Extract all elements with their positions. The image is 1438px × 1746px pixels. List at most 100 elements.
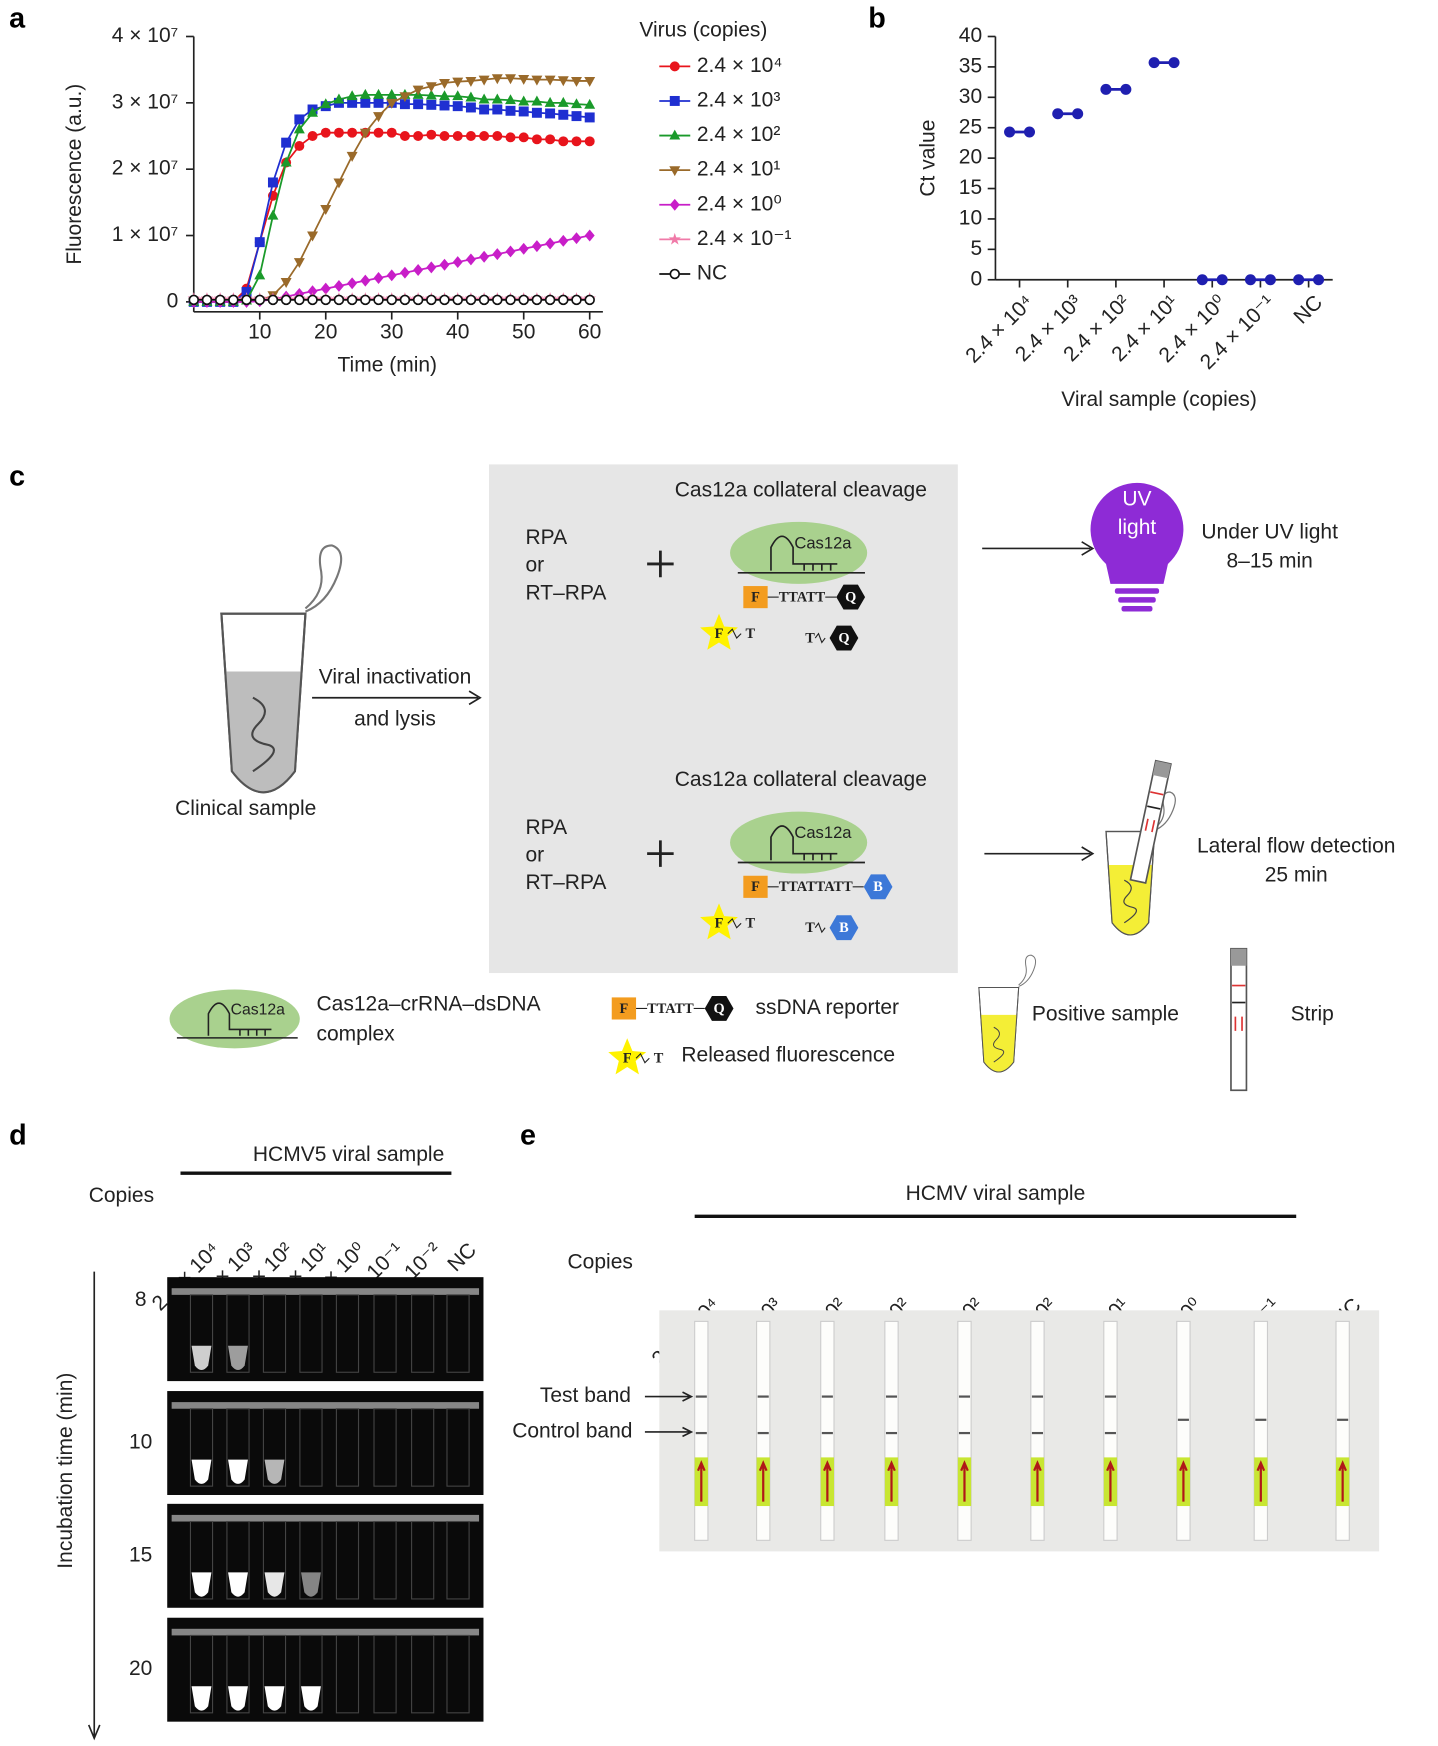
gel-tube (411, 1408, 435, 1487)
y-tick-label: 30 (959, 85, 982, 108)
glyph: TTATT (647, 1001, 694, 1017)
marker (307, 106, 319, 117)
marker (320, 282, 331, 295)
y-axis-label: Ct value (917, 120, 940, 197)
glyph: T (746, 916, 756, 932)
released-fluorophore (700, 903, 738, 940)
strip (1176, 1320, 1191, 1541)
x-tick-label: 20 (314, 320, 337, 343)
cas12a-label: Cas12a (794, 533, 852, 552)
legend-label: 2.4 × 10⁰ (697, 192, 782, 215)
band (1150, 791, 1164, 796)
gel-tube (446, 1634, 470, 1714)
strip (1103, 1320, 1118, 1541)
strip (1230, 947, 1248, 1092)
crrna (770, 535, 838, 571)
marker (386, 294, 397, 306)
marker (518, 294, 529, 306)
glyph: T (805, 630, 815, 646)
label: Incubation time (min) (54, 1373, 77, 1569)
pad-arrow (887, 1460, 896, 1502)
tube-cap (1018, 954, 1037, 987)
label: Copies (568, 1250, 633, 1273)
marker (293, 123, 305, 134)
tube-rims (171, 1628, 480, 1636)
dot (1244, 274, 1257, 286)
tube-body (1105, 830, 1156, 936)
dot (1148, 57, 1160, 69)
glow (264, 1686, 285, 1711)
marker (241, 286, 252, 297)
label: Viral inactivation (319, 665, 472, 688)
marker (465, 131, 476, 141)
strip-top (1230, 948, 1247, 966)
label: Positive sample (1032, 1003, 1179, 1026)
gel-tube (189, 1634, 214, 1714)
glyph: F (623, 1051, 632, 1067)
gel-tube (335, 1408, 360, 1487)
label: light (1118, 516, 1157, 539)
glow (264, 1572, 285, 1597)
label: Control band (512, 1420, 632, 1443)
marker (491, 93, 503, 104)
label: Cas12a collateral cleavage (675, 479, 927, 502)
marker (544, 96, 556, 107)
gel-tube (262, 1408, 287, 1487)
glyph: TTATT (779, 590, 826, 606)
gel-tube (299, 1294, 323, 1373)
marker (386, 269, 397, 282)
gel-tube (262, 1520, 287, 1600)
pad-arrow (758, 1460, 768, 1502)
marker (413, 131, 424, 141)
marker (465, 253, 476, 266)
marker (478, 93, 490, 104)
marker (531, 107, 542, 118)
y-tick-label: 10 (959, 206, 982, 229)
marker (518, 132, 529, 143)
marker (465, 102, 476, 113)
x-tick-label: 40 (446, 320, 469, 343)
marker (545, 134, 556, 145)
biotin (863, 874, 893, 900)
marker (347, 277, 358, 290)
gel-tube (373, 1520, 397, 1600)
label: Under UV light (1201, 521, 1338, 544)
marker (452, 101, 463, 112)
tube-rims (171, 1288, 480, 1295)
label: 15 (129, 1543, 152, 1566)
tube-body (220, 612, 307, 794)
label: RT–RPA (525, 581, 606, 604)
marker (439, 258, 450, 271)
bulb-base (1114, 588, 1160, 594)
glyph: Q (845, 590, 856, 606)
marker (492, 104, 503, 115)
strip (1253, 1320, 1269, 1541)
gel-tube (446, 1294, 470, 1373)
marker (492, 248, 503, 261)
glow (228, 1572, 248, 1597)
arrow (984, 846, 1095, 861)
y-tick-label: 4 × 10⁷ (112, 24, 179, 47)
marker (557, 76, 569, 87)
cas12a-complex: Cas12a (169, 989, 300, 1049)
glow (264, 1459, 285, 1484)
crrna (770, 825, 838, 861)
marker (505, 74, 516, 85)
sample-tube (220, 544, 343, 794)
marker (320, 205, 332, 215)
marker (426, 294, 437, 306)
label: 10 (129, 1431, 152, 1454)
marker (518, 74, 530, 85)
zigzag (727, 628, 742, 639)
marker (307, 231, 319, 242)
strip (884, 1320, 899, 1541)
arrow (982, 541, 1095, 556)
released-fluorophore (700, 613, 738, 650)
marker (571, 294, 582, 306)
strip-top (1152, 760, 1171, 779)
marker (571, 111, 582, 122)
glow (191, 1686, 212, 1711)
marker (333, 178, 345, 189)
marker (531, 240, 542, 253)
zigzag (727, 917, 742, 929)
